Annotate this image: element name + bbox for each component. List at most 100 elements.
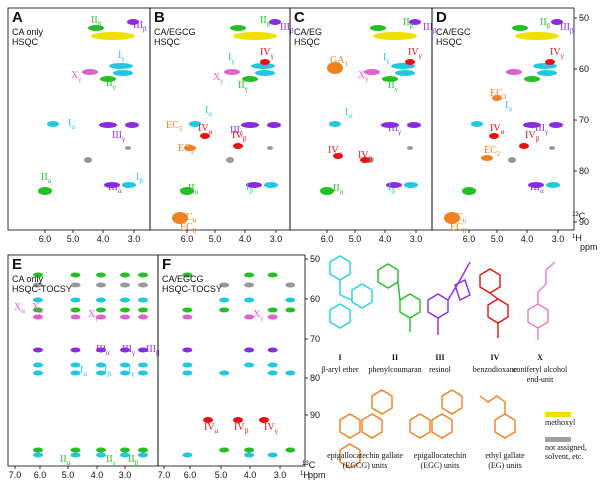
peak-label-sub: β xyxy=(433,27,437,35)
cross-peak xyxy=(285,307,296,313)
peak-label-main: IV xyxy=(525,130,536,141)
cross-peak xyxy=(38,187,52,195)
unit-name: coniferyl alcohol xyxy=(513,365,568,374)
cross-peak xyxy=(519,143,529,149)
cross-peak xyxy=(138,314,148,320)
peak-label: IVβ xyxy=(525,130,540,143)
peak-label-main: II xyxy=(41,172,48,183)
cross-peak xyxy=(33,347,43,353)
peak-label: Iγ xyxy=(228,52,234,65)
panel-subtitle: CA only xyxy=(12,274,44,284)
x-tick-label: 5.0 xyxy=(67,234,80,244)
peak-label: Xγ xyxy=(213,72,223,85)
peak-label-sub: γ xyxy=(130,370,134,378)
peak-label: IIβ xyxy=(128,454,139,467)
cross-peak xyxy=(381,122,399,128)
peak-label-sub: 3 xyxy=(179,125,183,133)
cross-peak xyxy=(120,272,130,278)
peak-label-main: X xyxy=(32,302,40,313)
peak-label-main: I xyxy=(68,118,71,129)
unit-number: III xyxy=(435,353,444,362)
peak-label: IVα xyxy=(328,145,343,158)
catechin-name: epigallocatechin gallate xyxy=(327,451,403,460)
x-tick-label: 6.0 xyxy=(181,234,194,244)
peak-label-main: EC xyxy=(180,222,193,233)
cross-peak xyxy=(260,59,270,65)
cross-peak xyxy=(180,187,194,195)
cross-peak xyxy=(33,362,43,368)
x-tick-label: 5.0 xyxy=(62,470,75,480)
cross-peak xyxy=(528,182,544,188)
cross-peak xyxy=(138,307,148,313)
peak-label-main: EC xyxy=(484,145,497,156)
peak-label-main: X xyxy=(71,70,79,81)
y-tick-label: 70 xyxy=(310,334,320,344)
peak-label-sub: α xyxy=(348,112,352,120)
peak-label-main: EC xyxy=(450,212,463,223)
peak-label-main: III xyxy=(423,22,433,33)
peak-label-sub: β xyxy=(391,187,395,195)
cross-peak xyxy=(219,307,230,313)
axis-label-sup: 1 xyxy=(300,471,304,477)
peak-label-sub: 6 xyxy=(463,217,467,225)
peak-label-sub: β xyxy=(410,22,414,30)
peak-label-sub: 6 xyxy=(193,217,197,225)
peak-label: IVα xyxy=(204,422,219,435)
methoxyl-key xyxy=(545,412,571,417)
peak-label: EC8 xyxy=(450,222,467,235)
peak-label-main: III xyxy=(280,22,290,33)
cross-peak xyxy=(515,32,559,40)
peak-label-main: III xyxy=(112,130,122,141)
peak-label: IIIγ xyxy=(230,125,243,138)
key-name: not assigned, xyxy=(545,443,587,452)
y-tick-label: 70 xyxy=(579,115,589,125)
panel-subtitle: CA/EG xyxy=(294,27,322,37)
peak-label-sub: β xyxy=(39,307,43,315)
cross-peak xyxy=(99,122,117,128)
cross-peak xyxy=(125,122,139,128)
cross-peak xyxy=(537,70,557,76)
x-tick-label: 6.0 xyxy=(463,234,476,244)
peak-label: EC6 xyxy=(180,212,197,225)
peak-label: IIIγ xyxy=(535,123,548,136)
unit-name: benzodioxane xyxy=(473,365,518,374)
cross-peak xyxy=(407,122,421,128)
peak-label-sub: 8 xyxy=(193,227,197,235)
panel-subtitle: CA/EGCG xyxy=(162,274,204,284)
peak-label-main: I xyxy=(128,365,131,376)
cross-peak xyxy=(219,297,230,303)
peak-label: Xγ xyxy=(253,309,263,322)
panel-subtitle: HSQC xyxy=(12,37,39,47)
peak-label: IVβ xyxy=(232,130,247,143)
cross-peak xyxy=(138,362,148,368)
x-tick-label: 6.0 xyxy=(34,470,47,480)
peak-label: IIIγ xyxy=(122,344,135,357)
cross-peak xyxy=(259,417,269,423)
axis-label: 13C xyxy=(572,211,586,221)
unit-number: X xyxy=(537,353,543,362)
cross-peak xyxy=(70,272,81,278)
peak-label: Iα xyxy=(68,118,75,131)
peak-label: Iγ xyxy=(118,50,124,63)
peak-label-main: I xyxy=(246,182,249,193)
peak-label-sub: γ xyxy=(259,314,263,322)
peak-label: IIα xyxy=(333,183,344,196)
unit-name: end-unit xyxy=(527,375,554,384)
cross-peak xyxy=(246,182,262,188)
cross-peak xyxy=(70,447,81,453)
cross-peak xyxy=(224,69,240,75)
peak-label: IIIα xyxy=(530,182,544,195)
panel-subtitle: CA/EGCG xyxy=(154,27,196,37)
peak-label-sub: β xyxy=(249,187,253,195)
panel-letter: D xyxy=(436,9,447,26)
peak-label-main: X xyxy=(88,309,96,320)
cross-peak xyxy=(96,447,106,453)
peak-label: Xγ xyxy=(71,70,81,83)
peak-label-main: I xyxy=(104,365,107,376)
x-tick-label: 4.0 xyxy=(379,234,392,244)
x-tick-label: 5.0 xyxy=(349,234,362,244)
peak-label-main: IV xyxy=(260,47,271,58)
cross-peak xyxy=(320,187,334,195)
cross-peak xyxy=(492,95,502,101)
peak-label-sub: β xyxy=(369,155,373,163)
